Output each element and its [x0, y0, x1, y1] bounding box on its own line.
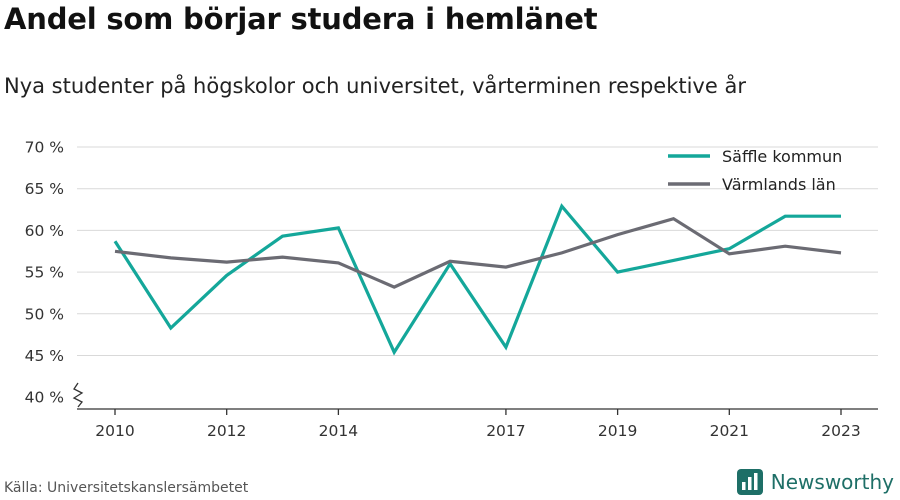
x-tick-label-2017: 2017 [486, 422, 525, 440]
line-chart: 40 %45 %50 %55 %60 %65 %70 % 2010 2012 201… [25, 139, 878, 440]
y-tick-label-65: 65 % [25, 180, 64, 198]
y-tick-label-45: 45 % [25, 347, 64, 365]
brand-name: Newsworthy [770, 470, 894, 494]
bar-chart-logo-icon [736, 469, 763, 495]
x-tick-label-2019: 2019 [598, 422, 637, 440]
x-tick-label-2014: 2014 [319, 422, 358, 440]
y-tick-label-50: 50 % [25, 305, 64, 323]
legend-label-1: Säffle kommun [722, 147, 842, 166]
y-tick-label-60: 60 % [25, 222, 64, 240]
brand-logo: Newsworthy [736, 467, 894, 497]
y-tick-label-55: 55 % [25, 264, 64, 282]
chart-title: Andel som börjar studera i hemlänet [4, 2, 598, 36]
x-tick-label-2010: 2010 [95, 422, 134, 440]
y-axis-break-icon [72, 382, 84, 408]
series-line-2 [114, 216, 842, 289]
y-tick-label-70: 70 % [25, 139, 64, 157]
y-tick-label-40: 40 % [25, 389, 64, 407]
chart-subtitle: Nya studenter på högskolor och universit… [4, 74, 746, 98]
source-note: Källa: Universitetskanslersämbetet [4, 480, 249, 496]
gridlines [77, 146, 878, 356]
series-lines [113, 203, 842, 356]
x-tick-label-2023: 2023 [821, 422, 860, 440]
series-line-1 [113, 203, 841, 356]
x-tick-label-2021: 2021 [710, 422, 749, 440]
legend: Säffle kommun Värmlands län [668, 147, 842, 194]
x-axis-tick-labels: 2010 2012 2014 2017 2019 2021 2023 [95, 422, 860, 440]
x-tick-label-2012: 2012 [207, 422, 246, 440]
y-axis-tick-labels: 40 % 45 % 50 % 55 % 60 % 65 % 70 % [25, 139, 64, 407]
legend-label-2: Värmlands län [722, 175, 836, 194]
x-axis [72, 382, 878, 415]
